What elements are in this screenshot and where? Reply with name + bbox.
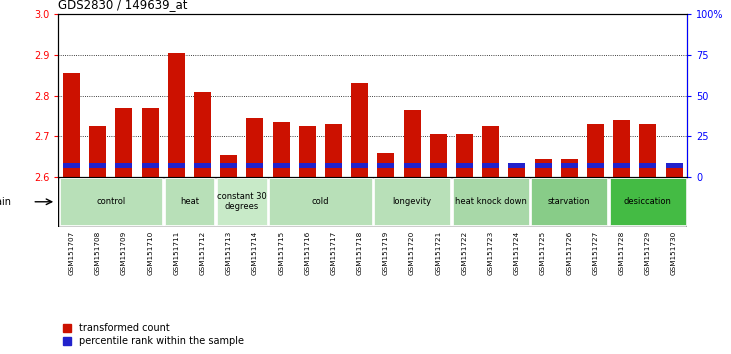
Bar <box>534 163 552 168</box>
Bar <box>430 163 447 168</box>
Text: GSM151713: GSM151713 <box>226 231 232 275</box>
Text: control: control <box>96 197 126 206</box>
Bar <box>168 163 185 168</box>
Bar <box>456 163 473 168</box>
Text: constant 30
degrees: constant 30 degrees <box>217 192 267 211</box>
Text: desiccation: desiccation <box>624 197 672 206</box>
Text: GSM151708: GSM151708 <box>95 231 101 275</box>
Text: GSM151721: GSM151721 <box>435 231 442 275</box>
Bar <box>482 126 499 177</box>
Bar <box>220 163 238 168</box>
Bar <box>665 163 683 168</box>
Text: GSM151717: GSM151717 <box>330 231 336 275</box>
Bar <box>246 163 263 168</box>
Bar <box>430 134 447 177</box>
Bar <box>89 126 106 177</box>
Bar <box>142 163 159 168</box>
Bar <box>561 163 577 168</box>
FancyBboxPatch shape <box>58 177 687 227</box>
Text: GSM151728: GSM151728 <box>618 231 625 275</box>
Bar <box>246 118 263 177</box>
Bar <box>534 159 552 177</box>
Text: GSM151718: GSM151718 <box>357 231 363 275</box>
Text: GDS2830 / 149639_at: GDS2830 / 149639_at <box>58 0 188 11</box>
FancyBboxPatch shape <box>164 178 214 225</box>
Bar <box>63 73 80 177</box>
Text: GSM151711: GSM151711 <box>173 231 179 275</box>
FancyBboxPatch shape <box>269 178 371 225</box>
Bar <box>561 159 577 177</box>
Text: GSM151730: GSM151730 <box>671 231 677 275</box>
Text: heat: heat <box>180 197 199 206</box>
Text: GSM151729: GSM151729 <box>645 231 651 275</box>
Text: GSM151720: GSM151720 <box>409 231 415 275</box>
Text: cold: cold <box>311 197 329 206</box>
Bar <box>508 163 526 168</box>
Bar <box>377 163 395 168</box>
Bar <box>273 163 289 168</box>
Bar <box>168 53 185 177</box>
Text: GSM151716: GSM151716 <box>304 231 311 275</box>
Bar <box>482 163 499 168</box>
Text: GSM151714: GSM151714 <box>252 231 258 275</box>
Bar <box>325 124 342 177</box>
Bar <box>220 155 238 177</box>
FancyBboxPatch shape <box>217 178 267 225</box>
Text: GSM151725: GSM151725 <box>540 231 546 275</box>
Text: GSM151723: GSM151723 <box>488 231 493 275</box>
Bar <box>89 163 106 168</box>
Bar <box>351 163 368 168</box>
FancyBboxPatch shape <box>374 178 450 225</box>
Bar <box>299 163 316 168</box>
Bar <box>377 153 395 177</box>
Bar <box>115 108 132 177</box>
Bar <box>63 163 80 168</box>
Text: starvation: starvation <box>548 197 591 206</box>
FancyBboxPatch shape <box>610 178 686 225</box>
Text: GSM151707: GSM151707 <box>69 231 75 275</box>
Bar <box>299 126 316 177</box>
Bar <box>613 163 630 168</box>
Bar <box>404 163 420 168</box>
Bar <box>613 120 630 177</box>
Text: heat knock down: heat knock down <box>455 197 526 206</box>
Text: GSM151709: GSM151709 <box>121 231 127 275</box>
Bar <box>194 163 211 168</box>
Bar <box>115 163 132 168</box>
Bar <box>194 92 211 177</box>
Legend: transformed count, percentile rank within the sample: transformed count, percentile rank withi… <box>64 324 244 346</box>
Text: GSM151715: GSM151715 <box>278 231 284 275</box>
Text: GSM151726: GSM151726 <box>567 231 572 275</box>
Text: longevity: longevity <box>393 197 432 206</box>
Bar <box>351 84 368 177</box>
FancyBboxPatch shape <box>531 178 607 225</box>
Bar <box>508 167 526 177</box>
Text: GSM151719: GSM151719 <box>383 231 389 275</box>
FancyBboxPatch shape <box>452 178 529 225</box>
Text: GSM151710: GSM151710 <box>147 231 154 275</box>
Bar <box>456 134 473 177</box>
Bar <box>587 124 604 177</box>
FancyBboxPatch shape <box>60 178 162 225</box>
Bar <box>142 108 159 177</box>
Bar <box>640 163 656 168</box>
Text: GSM151712: GSM151712 <box>200 231 205 275</box>
Bar <box>665 165 683 177</box>
Bar <box>587 163 604 168</box>
Bar <box>273 122 289 177</box>
Text: GSM151724: GSM151724 <box>514 231 520 275</box>
Text: GSM151722: GSM151722 <box>461 231 468 275</box>
Bar <box>640 124 656 177</box>
Text: GSM151727: GSM151727 <box>592 231 599 275</box>
Bar <box>404 110 420 177</box>
Text: strain: strain <box>0 197 11 207</box>
Bar <box>325 163 342 168</box>
